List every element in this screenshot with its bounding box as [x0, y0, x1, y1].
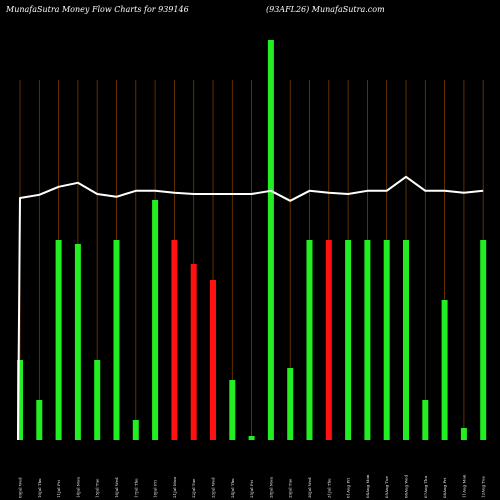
- x-tick-label: 11Jul Fri: [56, 479, 61, 498]
- x-tick-label: 22Jul Tue: [191, 478, 196, 498]
- bar: [267, 40, 274, 440]
- bar: [345, 240, 352, 440]
- x-tick-label: 15Jul Tue: [95, 478, 100, 498]
- x-tick-label: 16Jul Wed: [114, 477, 119, 498]
- bar: [287, 368, 294, 440]
- x-tick-label: 14Jul Mon: [75, 477, 80, 498]
- bar: [36, 400, 43, 440]
- bar: [132, 420, 139, 440]
- bar: [171, 240, 178, 440]
- x-tick-label: 09Jul Wed: [18, 477, 23, 498]
- x-tick-label: 11Aug Mon: [461, 474, 466, 498]
- bar: [403, 240, 409, 440]
- bar: [210, 280, 216, 440]
- bar: [152, 200, 159, 440]
- bar: [74, 244, 81, 440]
- x-tick-label: 30Jul Wed: [307, 477, 312, 498]
- x-tick-label: 28Jul Mon: [268, 477, 273, 498]
- bar: [480, 240, 487, 440]
- x-tick-label: 23Jul Wed: [211, 477, 216, 498]
- x-tick-label: 25Jul Fri: [249, 479, 254, 498]
- bar: [364, 240, 371, 440]
- bar: [17, 360, 23, 440]
- bar: [190, 264, 197, 440]
- x-tick-labels: 09Jul Wed 10Jul Thu 11Jul Fri 14Jul Mon 15Ju…: [18, 474, 486, 498]
- bar: [325, 240, 332, 440]
- bars: [17, 40, 487, 440]
- x-tick-label: 17Jul Thu: [133, 478, 138, 498]
- bar: [55, 240, 62, 440]
- chart-subtitle: (93AFL26) MunafaSutra.com: [266, 5, 385, 14]
- x-tick-label: 08Aug Fri: [442, 477, 447, 498]
- bar: [441, 300, 448, 440]
- bar: [460, 428, 467, 440]
- x-tick-label: 07Aug Thu: [423, 475, 428, 498]
- bar: [229, 380, 236, 440]
- bar: [383, 240, 390, 440]
- x-tick-label: 31Jul Thu: [326, 478, 331, 498]
- chart-title: MunafaSutra Money Flow Charts for 939146: [5, 5, 189, 14]
- x-tick-label: 29Jul Tue: [288, 478, 293, 498]
- bar: [248, 436, 255, 440]
- x-tick-label: 06Aug Wed: [404, 474, 409, 498]
- x-tick-label: 01Aug Fri: [346, 477, 351, 498]
- x-tick-label: 12Aug Tue: [481, 475, 486, 498]
- bar: [422, 400, 429, 440]
- flow-line: [17, 175, 484, 441]
- x-tick-label: 05Aug Tue: [384, 475, 389, 498]
- x-tick-label: 18Jul Fri: [153, 479, 158, 498]
- x-tick-label: 21Jul Mon: [172, 477, 177, 498]
- bar: [94, 360, 101, 440]
- bar: [306, 240, 313, 440]
- bar: [113, 240, 120, 440]
- flow-line-path: [17, 175, 484, 441]
- x-tick-label: 10Jul Thu: [37, 478, 42, 498]
- grid-lines: [19, 80, 484, 440]
- x-tick-label: 24Jul Thu: [230, 478, 235, 498]
- x-tick-label: 04Aug Mon: [365, 474, 370, 498]
